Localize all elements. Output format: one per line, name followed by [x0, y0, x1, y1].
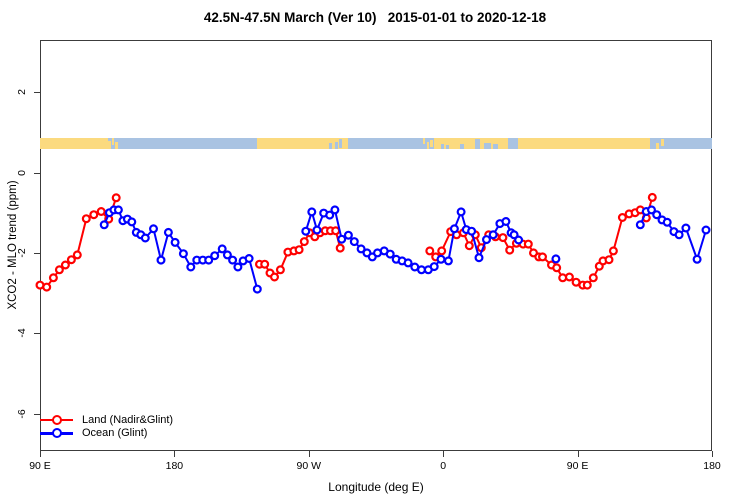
strip-land-segment [115, 141, 118, 150]
x-tick-mark [174, 451, 176, 457]
x-tick-label: 90 E [29, 460, 51, 472]
strip-land-segment [656, 142, 659, 150]
x-tick-label: 180 [165, 460, 184, 472]
strip-ocean-segment [339, 139, 343, 149]
x-tick-mark [40, 451, 41, 457]
y-tick-label: -6 [16, 409, 28, 419]
strip-ocean-segment [475, 139, 481, 150]
strip-ocean-segment [446, 144, 450, 150]
strip-land-segment [429, 139, 433, 147]
x-tick-mark [443, 451, 445, 457]
ocean-series-marker-icon [40, 427, 73, 439]
strip-land-segment [40, 137, 108, 150]
strip-land-segment [660, 138, 664, 146]
strip-ocean-segment [484, 143, 491, 150]
y-tick-mark [34, 92, 40, 94]
x-tick-label: 90 W [296, 460, 322, 472]
strip-ocean-segment [441, 144, 444, 150]
x-tick-label: 90 E [566, 460, 589, 472]
strip-land-segment [108, 141, 111, 150]
y-axis-title: XCO2 - MLO trend (ppm) [7, 180, 19, 310]
strip-ocean-segment [460, 144, 465, 150]
strip-ocean-segment [329, 143, 332, 150]
strip-ocean-segment [334, 142, 338, 150]
strip-land-segment [434, 137, 650, 150]
legend-label-land: Land (Nadir&Glint) [82, 413, 174, 426]
x-tick-mark [308, 451, 310, 457]
legend-item-land: Land (Nadir&Glint) [40, 413, 173, 427]
legend-item-ocean: Ocean (Glint) [40, 427, 173, 441]
y-tick-mark [34, 333, 40, 335]
strip-land-segment [257, 137, 348, 150]
land-series-marker-icon [40, 414, 73, 426]
y-tick-label: 2 [16, 89, 28, 96]
legend-label-ocean: Ocean (Glint) [82, 427, 148, 440]
y-tick-mark [34, 172, 40, 174]
strip-ocean-segment [508, 137, 518, 150]
x-tick-label: 0 [440, 460, 447, 472]
strip-land-segment [111, 137, 115, 145]
x-axis-title: Longitude (deg E) [328, 480, 424, 494]
strip-land-segment [426, 142, 429, 150]
y-tick-mark [34, 413, 40, 415]
world-coastline-strip [40, 137, 712, 150]
strip-land-segment [423, 137, 426, 145]
chart-title: 42.5N-47.5N March (Ver 10) 2015-01-01 to… [203, 10, 547, 25]
x-tick-mark [577, 451, 579, 457]
x-tick-label: 180 [703, 460, 721, 472]
legend: Land (Nadir&Glint) Ocean (Glint) [40, 413, 173, 440]
strip-ocean-segment [493, 144, 498, 150]
y-tick-mark [34, 252, 40, 254]
x-tick-mark [712, 451, 713, 457]
plot-area-border [40, 40, 712, 451]
